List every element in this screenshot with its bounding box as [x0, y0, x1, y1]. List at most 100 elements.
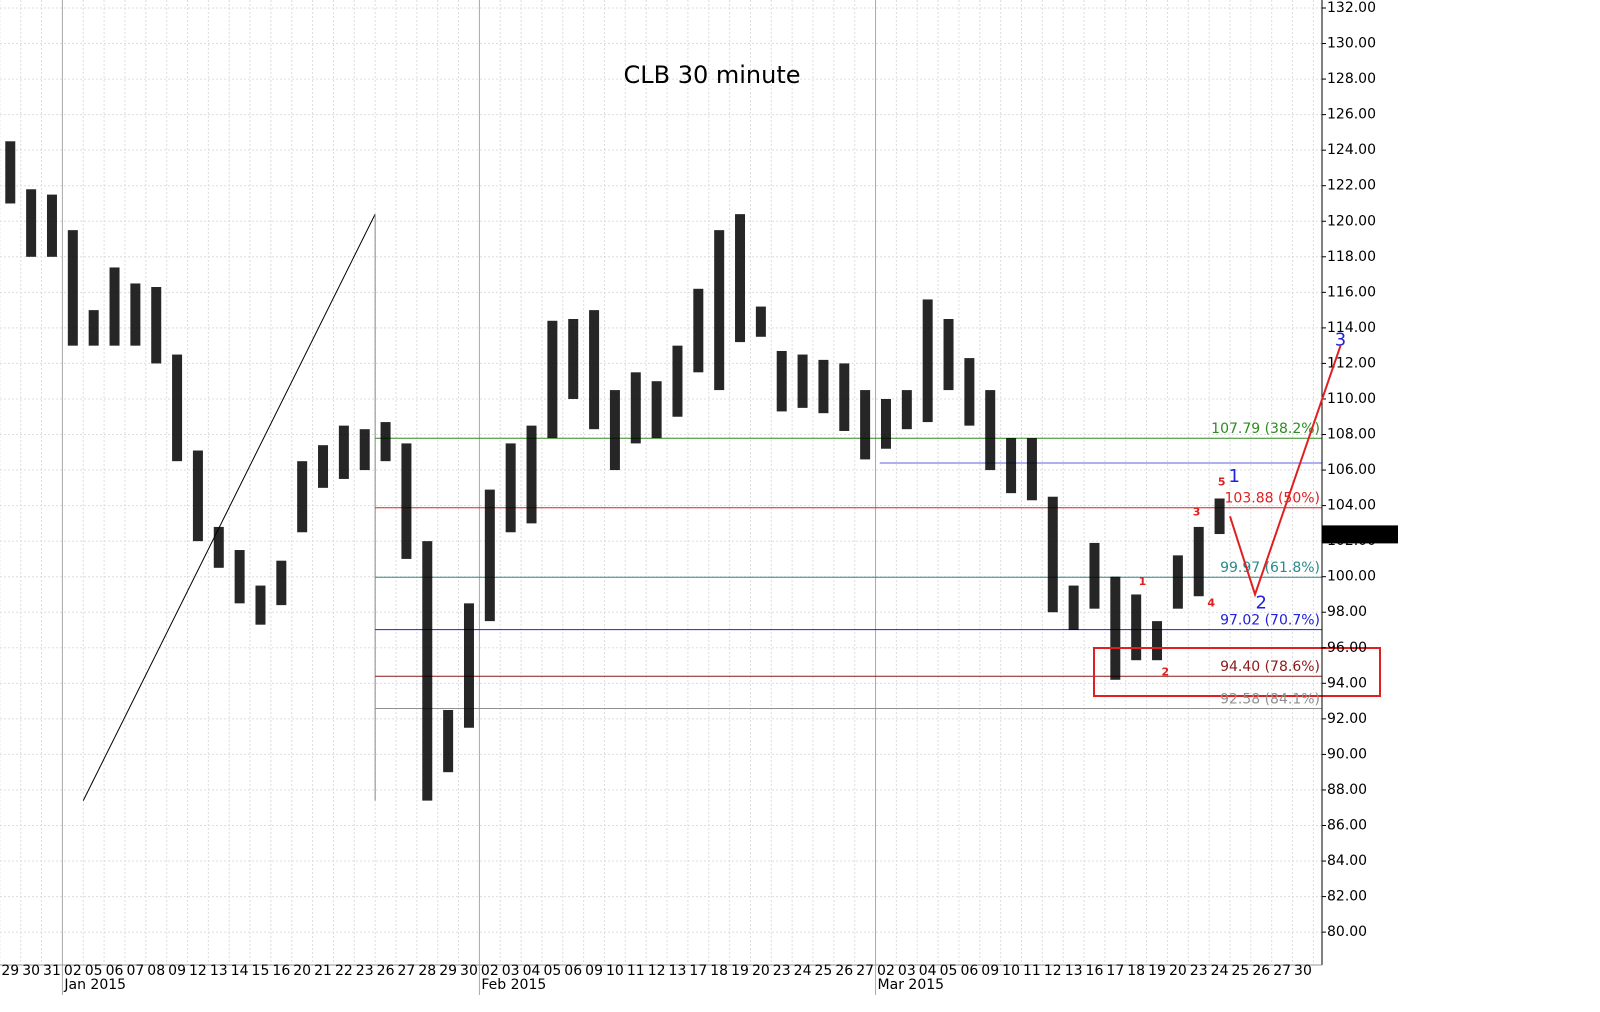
price-range	[964, 358, 975, 426]
y-tick-label: 96.00	[1327, 640, 1367, 656]
price-range	[234, 550, 245, 604]
x-tick-label: 27	[1273, 963, 1291, 979]
x-tick-label: 07	[126, 963, 144, 979]
price-range	[985, 390, 996, 471]
price-range	[526, 425, 537, 524]
x-tick-label: 11	[627, 963, 645, 979]
x-tick-label: 25	[1232, 963, 1250, 979]
price-range	[547, 320, 558, 439]
y-tick-label: 122.00	[1327, 178, 1376, 194]
price-range	[755, 306, 766, 337]
y-tick-label: 132.00	[1327, 0, 1376, 16]
x-tick-label: 08	[147, 963, 165, 979]
price-range	[568, 319, 579, 399]
x-tick-label: 19	[731, 963, 749, 979]
fib-label: 92.58 (84.1%)	[1220, 692, 1320, 708]
price-range	[88, 310, 99, 346]
x-tick-label: 30	[460, 963, 478, 979]
y-tick-label: 104.00	[1327, 498, 1376, 514]
x-tick-label: 10	[1002, 963, 1020, 979]
x-tick-label: 27	[856, 963, 874, 979]
price-range	[901, 390, 912, 430]
x-tick-label: 22	[335, 963, 353, 979]
last-price-box	[1322, 525, 1398, 544]
price-range	[943, 319, 954, 391]
last-price-label: 102.38	[1325, 526, 1374, 542]
price-range	[1214, 498, 1225, 535]
x-tick-label: 09	[168, 963, 186, 979]
wave-label: 2	[1256, 592, 1267, 613]
x-tick-label: 24	[794, 963, 812, 979]
highlight-box	[1093, 647, 1381, 697]
y-tick-label: 130.00	[1327, 36, 1376, 52]
chart-title: CLB 30 minute	[623, 61, 800, 89]
grid	[0, 0, 1322, 995]
price-range	[46, 194, 57, 257]
x-tick-label: 10	[606, 963, 624, 979]
x-tick-label: 09	[981, 963, 999, 979]
price-range	[630, 372, 641, 444]
price-range	[609, 390, 620, 471]
price-range	[735, 214, 746, 343]
x-tick-label: 21	[314, 963, 332, 979]
y-tick-label: 94.00	[1327, 675, 1367, 691]
price-range	[359, 429, 370, 471]
price-range	[589, 310, 600, 430]
x-tick-label: 04	[523, 963, 541, 979]
wave-label: 1	[1228, 466, 1239, 487]
x-tick-label: 20	[293, 963, 311, 979]
price-range	[1047, 496, 1058, 613]
y-tick-label: 92.00	[1327, 711, 1367, 727]
y-tick-label: 112.00	[1327, 355, 1376, 371]
x-tick-label: 02	[481, 963, 499, 979]
price-range	[338, 425, 349, 479]
projection	[1229, 345, 1342, 598]
fib-label: 94.40 (78.6%)	[1220, 659, 1320, 675]
price-range	[1131, 594, 1142, 661]
x-tick-label: 11	[1023, 963, 1041, 979]
x-tick-label: 17	[1106, 963, 1124, 979]
x-tick-label: 06	[564, 963, 582, 979]
y-tick-label: 88.00	[1327, 782, 1367, 798]
price-range	[276, 560, 287, 606]
price-range	[255, 585, 266, 625]
x-tick-label: 23	[356, 963, 374, 979]
y-tick-label: 128.00	[1327, 71, 1376, 87]
price-range	[1172, 555, 1183, 609]
x-tick-label: 13	[210, 963, 228, 979]
y-tick-label: 126.00	[1327, 107, 1376, 123]
x-tick-label: 26	[1252, 963, 1270, 979]
price-range	[922, 299, 933, 423]
plot	[5, 141, 1322, 801]
price-range	[860, 390, 871, 460]
y-tick-label: 124.00	[1327, 142, 1376, 158]
wave-label: 3	[1335, 329, 1346, 350]
x-tick-label: 26	[377, 963, 395, 979]
price-range	[1110, 576, 1121, 680]
x-tick-label: 28	[418, 963, 436, 979]
price-range	[380, 422, 391, 462]
price-range	[714, 230, 725, 391]
x-tick-label: 06	[960, 963, 978, 979]
y-tick-label: 106.00	[1327, 462, 1376, 478]
price-range	[109, 267, 120, 346]
x-tick-label: 25	[815, 963, 833, 979]
price-range	[5, 141, 16, 204]
y-tick-label: 82.00	[1327, 889, 1367, 905]
wave-label: 2	[1162, 666, 1170, 679]
x-tick-label: 12	[648, 963, 666, 979]
month-label: Mar 2015	[878, 977, 945, 993]
month-label: Jan 2015	[63, 977, 126, 993]
y-tick-label: 86.00	[1327, 817, 1367, 833]
month-label: Feb 2015	[481, 977, 546, 993]
price-range	[651, 381, 662, 439]
price-range	[818, 359, 829, 414]
x-tick-label: 29	[1, 963, 19, 979]
price-range	[1089, 542, 1100, 609]
price-range	[130, 283, 141, 346]
x-tick-label: 04	[919, 963, 937, 979]
x-tick-label: 05	[543, 963, 561, 979]
price-range	[443, 709, 454, 773]
y-tick-label: 80.00	[1327, 924, 1367, 940]
